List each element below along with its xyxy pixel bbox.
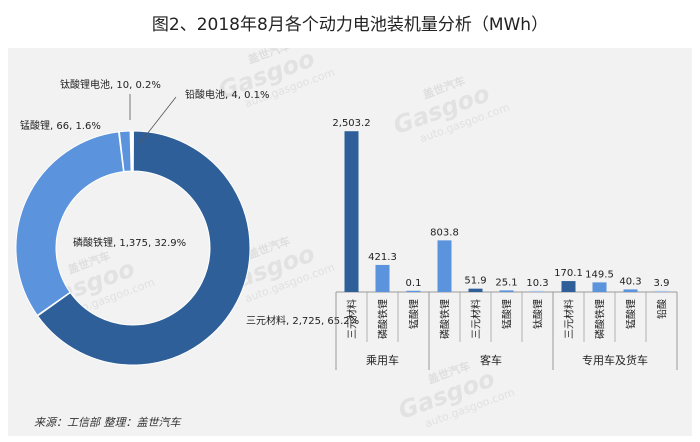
bar (530, 290, 545, 292)
bar-category-label: 铅酸 (656, 299, 669, 319)
bar-category-label: 三元材料 (563, 299, 576, 339)
donut-slice (130, 130, 133, 172)
pie-label: 三元材料, 2,725, 65.2% (246, 314, 359, 327)
bar-category-label: 锰酸锂 (625, 299, 638, 329)
bar (623, 289, 638, 292)
donut-slice (118, 130, 132, 173)
bar (344, 131, 359, 292)
bar-value-label: 40.3 (619, 276, 641, 287)
bar (499, 290, 514, 292)
bar-category-label: 磷酸铁锂 (377, 299, 390, 339)
bar-value-label: 3.9 (654, 278, 670, 289)
bar-category-label: 钛酸锂 (532, 299, 545, 329)
bar-value-label: 170.1 (554, 268, 583, 279)
chart-panel: 盖世汽车 Gasgoo auto.gasgoo.com 盖世汽车 Gasgoo auto.… (8, 48, 692, 436)
bar-value-label: 803.8 (430, 227, 459, 238)
bar-category-label: 磷酸铁锂 (439, 299, 452, 339)
bar-category-label: 磷酸铁锂 (594, 299, 607, 339)
donut-slice (15, 131, 125, 316)
donut-slice (37, 130, 251, 366)
bar (375, 264, 390, 292)
bar (592, 282, 607, 292)
pie-label: 钛酸锂电池, 10, 0.2% (60, 78, 161, 91)
page-title: 图2、2018年8月各个动力电池装机量分析（MWh） (151, 15, 549, 35)
bar-category-label: 锰酸锂 (501, 299, 514, 329)
bar-category-label: 三元材料 (346, 299, 359, 339)
bar (654, 290, 669, 292)
bar (406, 290, 421, 292)
bar (437, 240, 452, 292)
source-note: 来源：工信部 整理：盖世汽车 (34, 416, 181, 429)
bar-value-label: 149.5 (585, 269, 614, 280)
pie-label: 锰酸锂, 66, 1.6% (20, 119, 101, 132)
bar-value-label: 25.1 (495, 277, 517, 288)
pie-label: 铅酸电池, 4, 0.1% (185, 88, 269, 101)
bar-value-label: 421.3 (368, 252, 397, 263)
pie-label: 磷酸铁锂, 1,375, 32.9% (73, 236, 186, 249)
bar-value-label: 51.9 (464, 276, 486, 287)
bar (561, 281, 576, 292)
bar-value-label: 10.3 (526, 278, 548, 289)
bar (468, 288, 483, 292)
pie-leader-line (139, 96, 177, 144)
bar-value-label: 0.1 (406, 278, 422, 289)
bar-category-label: 三元材料 (470, 299, 483, 339)
bar-category-label: 锰酸锂 (408, 299, 421, 329)
bar-group-label: 客车 (480, 353, 502, 367)
bar-value-label: 2,503.2 (332, 118, 370, 129)
bar-group-label: 乘用车 (366, 353, 399, 367)
bar-group-label: 专用车及货车 (582, 353, 648, 367)
